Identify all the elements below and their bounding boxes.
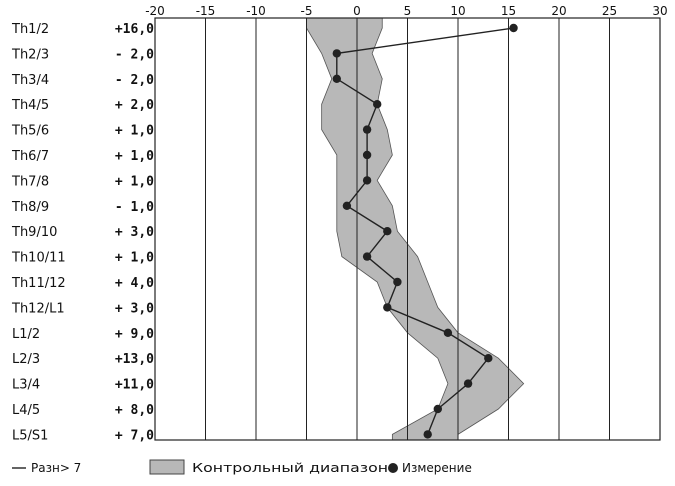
measurement-point	[383, 303, 392, 312]
x-tick-label: 10	[450, 4, 465, 18]
segment-value: + 1,0	[115, 251, 154, 266]
legend-label: Измерение	[402, 461, 472, 475]
legend-marker-symbol	[388, 463, 398, 473]
x-tick-label: 30	[652, 4, 667, 18]
segment-label: L1/2	[12, 327, 40, 342]
segment-value: + 7,0	[115, 428, 154, 443]
x-tick-label: -10	[246, 4, 266, 18]
segment-value: + 1,0	[115, 124, 154, 139]
measurement-point	[383, 227, 392, 236]
measurement-point	[362, 252, 372, 261]
segment-value: + 1,0	[115, 174, 154, 189]
measurement-point	[484, 354, 493, 363]
measurement-point	[342, 201, 352, 210]
segment-label: Th5/6	[11, 124, 49, 139]
segment-value: + 3,0	[115, 225, 154, 240]
segment-label: Th8/9	[11, 200, 49, 215]
measurement-point	[362, 176, 372, 185]
x-tick-label: 5	[404, 4, 412, 18]
measurement-point	[362, 125, 372, 134]
legend-label: Разн> 7	[31, 461, 81, 475]
segment-label: Th4/5	[11, 98, 49, 113]
x-tick-label: -15	[196, 4, 216, 18]
segment-label: Th6/7	[11, 149, 49, 164]
segment-label: L2/3	[12, 352, 40, 367]
measurement-point	[332, 49, 341, 58]
measurement-point	[332, 74, 341, 84]
segment-label: Th7/8	[11, 174, 49, 189]
segment-label: L4/5	[12, 403, 40, 418]
segment-label: Th9/10	[11, 225, 57, 240]
measurement-point	[463, 379, 473, 388]
segment-label: Th3/4	[11, 73, 49, 88]
measurement-point	[423, 430, 432, 439]
segment-label: Th1/2	[11, 22, 49, 37]
measurement-point	[443, 328, 453, 337]
segment-value: + 3,0	[115, 301, 154, 316]
segment-value: - 1,0	[115, 200, 154, 215]
measurement-point	[362, 150, 372, 160]
segment-value: +13,0	[115, 352, 154, 367]
measurement-point	[393, 277, 402, 287]
segment-label: L3/4	[12, 378, 40, 393]
segment-value: +11,0	[115, 378, 154, 393]
segment-value: - 2,0	[115, 73, 154, 88]
segment-label: Th12/L1	[11, 301, 65, 316]
measurement-point	[373, 100, 382, 109]
segment-label: Th10/11	[11, 251, 66, 266]
measurement-point	[509, 23, 518, 33]
segment-value: + 9,0	[115, 327, 154, 342]
segment-value: - 2,0	[115, 47, 154, 62]
plot-frame	[154, 17, 661, 441]
x-tick-label: 25	[602, 4, 617, 18]
segment-value: + 2,0	[115, 98, 154, 113]
x-tick-label: -5	[301, 4, 313, 18]
x-tick-label: 15	[501, 4, 516, 18]
x-tick-label: 0	[353, 4, 361, 18]
legend-label: Контрольный диапазон	[192, 461, 388, 475]
segment-value: + 1,0	[115, 149, 154, 164]
segment-label: L5/S1	[12, 428, 48, 443]
segment-label: Th2/3	[11, 47, 49, 62]
segment-value: + 8,0	[115, 403, 154, 418]
x-tick-label: 20	[551, 4, 566, 18]
legend-area-swatch	[149, 459, 185, 475]
segment-value: +16,0	[115, 22, 154, 37]
x-tick-label: -20	[145, 4, 165, 18]
segment-label: Th11/12	[11, 276, 66, 291]
segment-value: + 4,0	[115, 276, 154, 291]
measurement-point	[433, 404, 442, 414]
